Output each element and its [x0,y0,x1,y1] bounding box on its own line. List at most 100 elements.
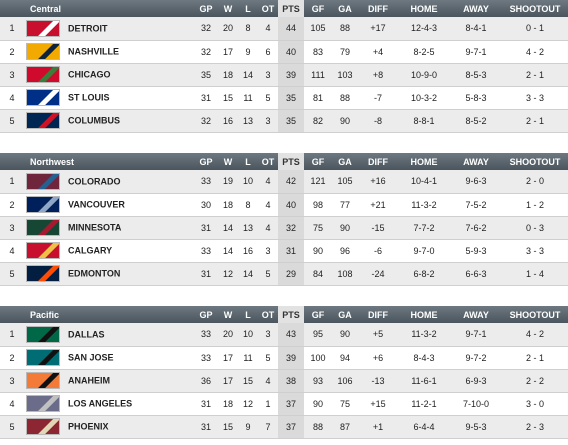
team-name[interactable]: COLORADO [68,176,121,187]
column-header-shootout[interactable]: SHOOTOUT [502,306,568,323]
team-cell[interactable]: PHOENIX [24,415,194,439]
column-header-diff[interactable]: DIFF [358,153,398,170]
column-header-gf[interactable]: GF [304,0,332,17]
team-logo-icon[interactable] [26,89,60,106]
column-header-ot[interactable]: OT [258,153,278,170]
team-row[interactable]: 4 ST LOUIS 31 15 11 5 35 81 88 -7 10-3-2 5-8-3 3 - 3 [0,86,568,110]
team-cell[interactable]: DETROIT [24,17,194,41]
team-name[interactable]: SAN JOSE [68,352,114,363]
column-header-gf[interactable]: GF [304,153,332,170]
team-cell[interactable]: CALGARY [24,239,194,263]
team-row[interactable]: 2 SAN JOSE 33 17 11 5 39 100 94 +6 8-4-3 9-7-2 2 - 1 [0,346,568,370]
team-cell[interactable]: NASHVILLE [24,40,194,64]
team-logo-icon[interactable] [26,112,60,129]
column-header-gp[interactable]: GP [194,0,218,17]
team-row[interactable]: 5 PHOENIX 31 15 9 7 37 88 87 +1 6-4-4 9-5-3 2 - 3 [0,415,568,439]
division-name[interactable]: Northwest [24,153,194,170]
team-name[interactable]: LOS ANGELES [68,398,133,409]
team-logo-icon[interactable] [26,43,60,60]
column-header-ot[interactable]: OT [258,0,278,17]
team-name[interactable]: VANCOUVER [68,199,125,210]
team-logo-icon[interactable] [26,265,60,282]
home-cell: 10-4-1 [398,170,450,194]
team-cell[interactable]: SAN JOSE [24,346,194,370]
team-row[interactable]: 4 CALGARY 33 14 16 3 31 90 96 -6 9-7-0 5-9-3 3 - 3 [0,239,568,263]
team-name[interactable]: CALGARY [68,245,113,256]
team-name[interactable]: MINNESOTA [68,222,122,233]
l-cell: 15 [238,369,258,393]
team-name[interactable]: EDMONTON [68,268,121,279]
column-header-diff[interactable]: DIFF [358,0,398,17]
team-row[interactable]: 1 DALLAS 33 20 10 3 43 95 90 +5 11-3-2 9-7-1 4 - 2 [0,323,568,347]
team-row[interactable]: 3 MINNESOTA 31 14 13 4 32 75 90 -15 7-7-2 7-6-2 0 - … [0,216,568,240]
column-header-shootout[interactable]: SHOOTOUT [502,0,568,17]
team-row[interactable]: 5 EDMONTON 31 12 14 5 29 84 108 -24 6-8-2 6-6-3 1 - … [0,262,568,286]
team-name[interactable]: ANAHEIM [68,375,110,386]
team-row[interactable]: 2 NASHVILLE 32 17 9 6 40 83 79 +4 8-2-5 9-7-1 4 - 2 [0,40,568,64]
column-header-w[interactable]: W [218,0,238,17]
team-cell[interactable]: COLORADO [24,170,194,194]
column-header-away[interactable]: AWAY [450,0,502,17]
column-header-w[interactable]: W [218,153,238,170]
team-name[interactable]: ST LOUIS [68,92,110,103]
team-logo-icon[interactable] [26,242,60,259]
team-logo-icon[interactable] [26,325,60,343]
team-row[interactable]: 5 COLUMBUS 32 16 13 3 35 82 90 -8 8-8-1 8-5-2 2 - 1 [0,109,568,133]
column-header-gp[interactable]: GP [194,306,218,323]
team-logo-icon[interactable] [26,66,60,83]
team-name[interactable]: DETROIT [68,23,108,34]
team-row[interactable]: 3 ANAHEIM 36 17 15 4 38 93 106 -13 11-6-1 6-9-3 2 - … [0,369,568,393]
column-header-ga[interactable]: GA [332,153,358,170]
team-logo-icon[interactable] [26,418,60,435]
team-cell[interactable]: DALLAS [24,323,194,347]
ga-cell: 87 [332,415,358,439]
column-header-ot[interactable]: OT [258,306,278,323]
column-header-l[interactable]: L [238,153,258,170]
team-name[interactable]: PHOENIX [68,421,109,432]
team-cell[interactable]: CHICAGO [24,63,194,87]
column-header-gp[interactable]: GP [194,153,218,170]
column-header-pts[interactable]: PTS [278,306,304,323]
column-header-away[interactable]: AWAY [450,306,502,323]
column-header-ga[interactable]: GA [332,0,358,17]
column-header-home[interactable]: HOME [398,153,450,170]
column-header-home[interactable]: HOME [398,0,450,17]
division-name[interactable]: Central [24,0,194,17]
team-logo-icon[interactable] [26,172,60,190]
team-logo-icon[interactable] [26,19,60,37]
column-header-diff[interactable]: DIFF [358,306,398,323]
team-row[interactable]: 1 COLORADO 33 19 10 4 42 121 105 +16 10-4-1 9-6-3 2 … [0,170,568,194]
gf-cell: 93 [304,369,332,393]
column-header-gf[interactable]: GF [304,306,332,323]
column-header-home[interactable]: HOME [398,306,450,323]
team-cell[interactable]: LOS ANGELES [24,392,194,416]
team-cell[interactable]: ANAHEIM [24,369,194,393]
team-logo-icon[interactable] [26,372,60,389]
team-row[interactable]: 4 LOS ANGELES 31 18 12 1 37 90 75 +15 11-2-1 7-10-0… [0,392,568,416]
column-header-w[interactable]: W [218,306,238,323]
team-logo-icon[interactable] [26,349,60,366]
column-header-away[interactable]: AWAY [450,153,502,170]
division-name[interactable]: Pacific [24,306,194,323]
team-name[interactable]: CHICAGO [68,69,111,80]
team-row[interactable]: 1 DETROIT 32 20 8 4 44 105 88 +17 12-4-3 8-4-1 0 - 1 [0,17,568,41]
column-header-pts[interactable]: PTS [278,0,304,17]
team-row[interactable]: 2 VANCOUVER 30 18 8 4 40 98 77 +21 11-3-2 7-5-2 1 - … [0,193,568,217]
team-logo-icon[interactable] [26,395,60,412]
team-cell[interactable]: MINNESOTA [24,216,194,240]
column-header-pts[interactable]: PTS [278,153,304,170]
team-cell[interactable]: VANCOUVER [24,193,194,217]
team-cell[interactable]: COLUMBUS [24,109,194,133]
team-row[interactable]: 3 CHICAGO 35 18 14 3 39 111 103 +8 10-9-0 8-5-3 2 - … [0,63,568,87]
column-header-ga[interactable]: GA [332,306,358,323]
team-logo-icon[interactable] [26,196,60,213]
team-name[interactable]: NASHVILLE [68,46,120,57]
column-header-l[interactable]: L [238,0,258,17]
column-header-l[interactable]: L [238,306,258,323]
team-cell[interactable]: ST LOUIS [24,86,194,110]
team-name[interactable]: DALLAS [68,329,105,340]
team-logo-icon[interactable] [26,219,60,236]
team-name[interactable]: COLUMBUS [68,115,120,126]
team-cell[interactable]: EDMONTON [24,262,194,286]
column-header-shootout[interactable]: SHOOTOUT [502,153,568,170]
